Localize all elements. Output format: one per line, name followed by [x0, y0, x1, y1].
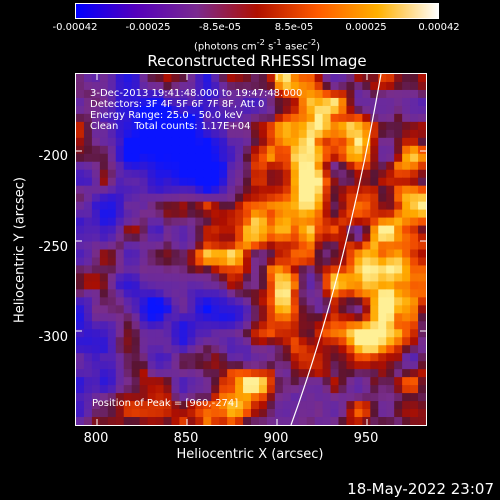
- image-canvas: [76, 74, 426, 425]
- x-axis-label: Heliocentric X (arcsec): [176, 447, 324, 462]
- y-tick-label: -250: [38, 240, 68, 255]
- x-tick-label: 950: [353, 431, 379, 446]
- plot-title: Reconstructed RHESSI Image: [147, 52, 367, 70]
- x-tick-label: 850: [173, 431, 199, 446]
- colorbar-tick: 0.00025: [345, 22, 387, 33]
- colorbar-tick: 0.00042: [418, 22, 460, 33]
- time-range-text: 3-Dec-2013 19:41:48.000 to 19:47:48.000: [90, 88, 303, 99]
- plot-timestamp: 18-May-2022 23:07: [347, 480, 494, 498]
- x-tick-label: 900: [263, 431, 289, 446]
- detectors-text: Detectors: 3F 4F 5F 6F 7F 8F, Att 0: [90, 99, 265, 110]
- energy-range-text: Energy Range: 25.0 - 50.0 keV: [90, 110, 243, 121]
- y-axis-label: Heliocentric Y (arcsec): [12, 177, 28, 323]
- colorbar-tick: -0.00025: [125, 22, 171, 33]
- colorbar: [75, 3, 439, 19]
- colorbar-units: (photons cm-2 s-1 asec-2): [193, 37, 321, 53]
- peak-position-text: Position of Peak = [960,-274]: [92, 398, 239, 409]
- colorbar-tick: 8.5e-05: [274, 22, 314, 33]
- clean-counts-text: Clean Total counts: 1.17E+04: [90, 121, 251, 132]
- y-tick-label: -200: [38, 149, 68, 164]
- image-plot: [75, 73, 427, 426]
- solar-limb: [290, 74, 382, 425]
- colorbar-tick: -8.5e-05: [199, 22, 241, 33]
- colorbar-tick: -0.00042: [52, 22, 98, 33]
- x-tick-label: 800: [83, 431, 109, 446]
- y-tick-label: -300: [38, 330, 68, 345]
